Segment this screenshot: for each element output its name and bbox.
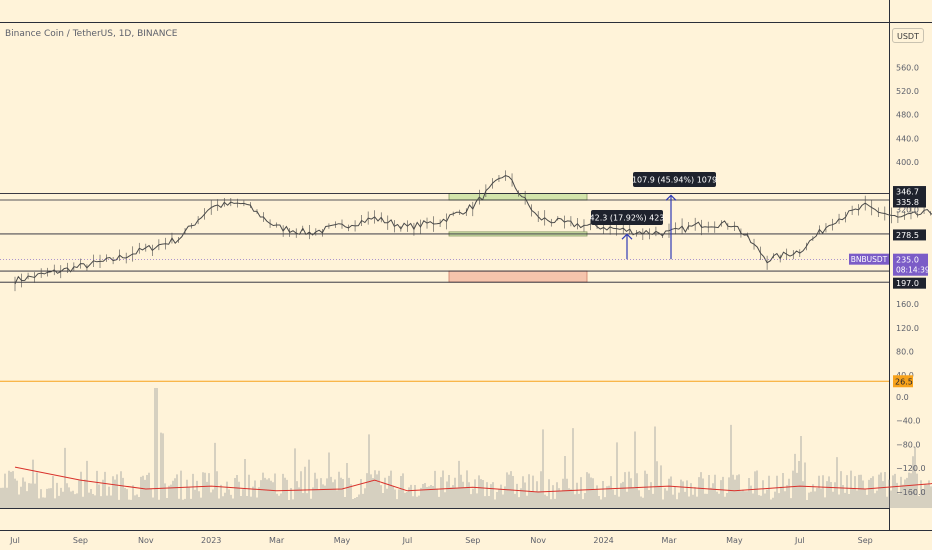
measure-arrow-head (621, 233, 633, 240)
price-axis-tick: 480.0 (896, 111, 919, 120)
time-axis-tick: Nov (138, 536, 154, 545)
price-axis-tick: 80.0 (896, 347, 914, 356)
measure-small: 42.3 (17.92%) 423 (590, 210, 665, 260)
oscillator-axis-tick: −80.0 (896, 440, 921, 449)
zone-red-2 (448, 270, 588, 283)
time-axis-tick: Mar (269, 536, 285, 545)
measure-large: 107.9 (45.94%) 1079 (632, 172, 717, 260)
time-axis-tick: May (334, 536, 351, 545)
symbol-title: Binance Coin / TetherUS, 1D, BINANCE (5, 29, 178, 39)
measure-label: 42.3 (17.92%) 423 (590, 214, 665, 223)
current-price-tag-box (893, 253, 928, 276)
oscillator-axis-tick: −120.0 (896, 464, 926, 473)
time-axis-tick: Sep (73, 536, 88, 545)
level-tag-text: 197.0 (896, 279, 919, 288)
price-axis-tick: 400.0 (896, 158, 919, 167)
price-axis-tick: 440.0 (896, 134, 919, 143)
oscillator-axis-tick: −160.0 (896, 488, 926, 497)
volume-bars (0, 388, 932, 508)
time-axis-tick: May (726, 536, 743, 545)
currency-button[interactable]: USDT (892, 28, 924, 43)
level-tag-197-0: 197.0 (893, 277, 926, 289)
candle-wicks (14, 170, 931, 292)
price-axis-tick: 160.0 (896, 300, 919, 309)
price-axis-tick: 520.0 (896, 87, 919, 96)
level-tag-346-7-box (893, 186, 926, 198)
symbol-tag-text: BNBUSDT (851, 255, 888, 264)
zones-layer (448, 193, 588, 283)
time-axis-tick: 2023 (201, 536, 221, 545)
price-axis-tick: 320.0 (896, 205, 919, 214)
measure-label-box (633, 172, 716, 187)
measure-arrow-head (665, 194, 677, 201)
symbol-tag: BNBUSDT (849, 253, 889, 265)
oscillator-level-tag-text: 26.5 (895, 377, 913, 386)
level-tag-text: 335.8 (896, 198, 919, 207)
level-tag-197-0-box (893, 277, 926, 289)
level-tag-text: 278.5 (896, 231, 919, 240)
price-line (14, 175, 932, 285)
time-axis-tick: Jul (9, 536, 20, 545)
price-axis-tick: 560.0 (896, 63, 919, 72)
volume-ma-line (14, 466, 932, 493)
oscillator-axis-tick: 0.0 (896, 393, 909, 402)
time-axis-tick: Jul (794, 536, 805, 545)
zone-green-0 (448, 193, 588, 201)
level-tag-346-7: 346.7 (893, 186, 926, 198)
measure-label: 107.9 (45.94%) 1079 (632, 176, 717, 185)
price-axis-tick: 120.0 (896, 324, 919, 333)
level-tag-335-8: 335.8 (893, 196, 926, 208)
level-tag-text: 346.7 (896, 188, 919, 197)
measure-label-box (591, 210, 663, 225)
symbol-tag-box (849, 253, 889, 265)
current-price-countdown: 08:14:39 (896, 266, 930, 275)
current-price-value: 235.0 (896, 256, 919, 265)
time-axis-tick: 2024 (593, 536, 613, 545)
time-axis-tick: Nov (530, 536, 546, 545)
time-axis-tick: Jul (402, 536, 413, 545)
time-axis-tick: Sep (858, 536, 873, 545)
time-axis-tick: Mar (661, 536, 677, 545)
time-axis-tick: Sep (465, 536, 480, 545)
level-tag-278-5: 278.5 (893, 229, 926, 241)
current-price-tag: 235.008:14:39 (893, 253, 930, 276)
oscillator-axis-tick: −40.0 (896, 417, 921, 426)
level-tag-335-8-box (893, 196, 926, 208)
level-tag-278-5-box (893, 229, 926, 241)
oscillator-level-tag: 26.5 (893, 375, 913, 388)
oscillator-level-tag-box (893, 375, 913, 388)
